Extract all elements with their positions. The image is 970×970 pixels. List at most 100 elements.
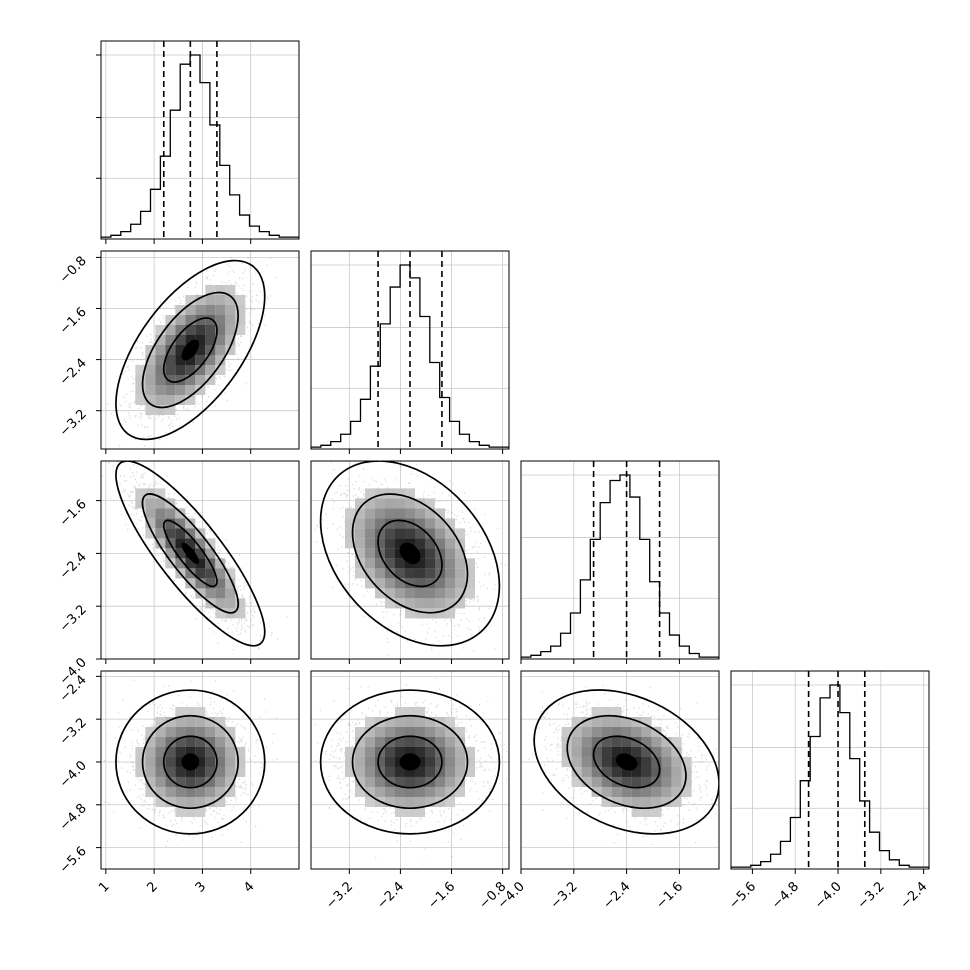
density-cell [165,325,176,335]
density-cell [661,756,672,767]
density-cell [235,598,246,609]
density-cell [465,588,475,599]
density-cell [395,766,405,777]
density-cell [135,746,146,757]
density-cell [445,796,455,807]
density-cell [225,325,236,335]
density-cell [641,796,652,807]
density-cell [225,305,236,315]
density-cell [425,518,435,529]
density-cell [395,786,405,797]
density-cell [435,756,445,767]
density-cell [631,776,642,787]
density-cell [455,776,465,787]
density-cell [175,796,186,807]
density-contour [115,259,266,441]
density-cell [425,568,435,579]
y-tick-label: −1.6 [57,497,90,530]
density-cell [415,548,425,559]
density-cell [455,786,465,797]
density-contour [162,735,218,789]
density-cell [375,498,385,509]
density-cell [455,736,465,747]
density-cell [415,588,425,599]
density-cell [155,796,166,807]
density-cell [205,538,216,549]
density-cell [185,518,196,529]
x-tick-label: −5.6 [726,879,759,912]
density-cell [365,548,375,559]
density-cell [155,746,166,757]
density-cell [641,776,652,787]
density-cell [465,568,475,579]
density-cell [235,315,246,325]
density-cell [165,365,176,375]
density-cell [631,766,642,777]
density-cell [395,578,405,589]
density-cell [355,538,365,549]
density-cell [215,756,226,767]
density-cell [651,796,662,807]
density-cell [185,796,196,807]
x-tick-label: −2.4 [898,879,931,912]
density-cell [175,315,186,325]
density-cell [145,726,156,737]
density-cell [165,756,176,767]
density-cell [651,726,662,737]
density-cell [591,786,602,797]
density-cell [205,776,216,787]
density-cell [155,405,166,415]
density-cell [661,746,672,757]
density-cell [385,756,395,767]
density-cell [415,716,425,727]
density-cell [135,365,146,375]
density-cell [155,756,166,767]
density-cell [455,726,465,737]
density-cell [155,355,166,365]
density-cell [175,716,186,727]
hist-panel-3: −5.6 −4.8 −4.0 −3.2 −2.4 [726,670,931,912]
density-cell [581,756,592,767]
density-cell [195,766,206,777]
density-contour [351,493,469,614]
y-tick-label: −3.2 [57,407,90,440]
density-cell [435,578,445,589]
density-cell [611,736,622,747]
density-cell [571,766,582,777]
density-cell [365,528,375,539]
x-tick-label: 2 [144,879,160,895]
density-cell [195,806,206,817]
density-cell [445,528,455,539]
density-cell [185,528,196,539]
density-cell [375,538,385,549]
density-cell [415,806,425,817]
density-cell [641,716,652,727]
density-cell [175,726,186,737]
density-cell [601,706,612,717]
density-cell [155,345,166,355]
density-cell [395,776,405,787]
density-cell [145,528,156,539]
density-cell [195,325,206,335]
density-cell [155,766,166,777]
density-cell [205,305,216,315]
density-cell [405,746,415,757]
density-cell [175,345,186,355]
density-cell [581,736,592,747]
density-cell [435,508,445,519]
density-cell [175,786,186,797]
density-cell [385,538,395,549]
density-cell [661,776,672,787]
density-cell [165,395,176,405]
density-cell [355,568,365,579]
density-contour [115,689,266,835]
density-cell [175,375,186,385]
density-cell [225,766,236,777]
scatter-panel-2-0: −4.0−3.2−2.4−1.6 [57,460,300,688]
density-cell [385,726,395,737]
axes-frame [100,670,300,870]
density-cell [175,756,186,767]
density-cell [405,498,415,509]
density-cell [395,568,405,579]
density-cell [651,776,662,787]
